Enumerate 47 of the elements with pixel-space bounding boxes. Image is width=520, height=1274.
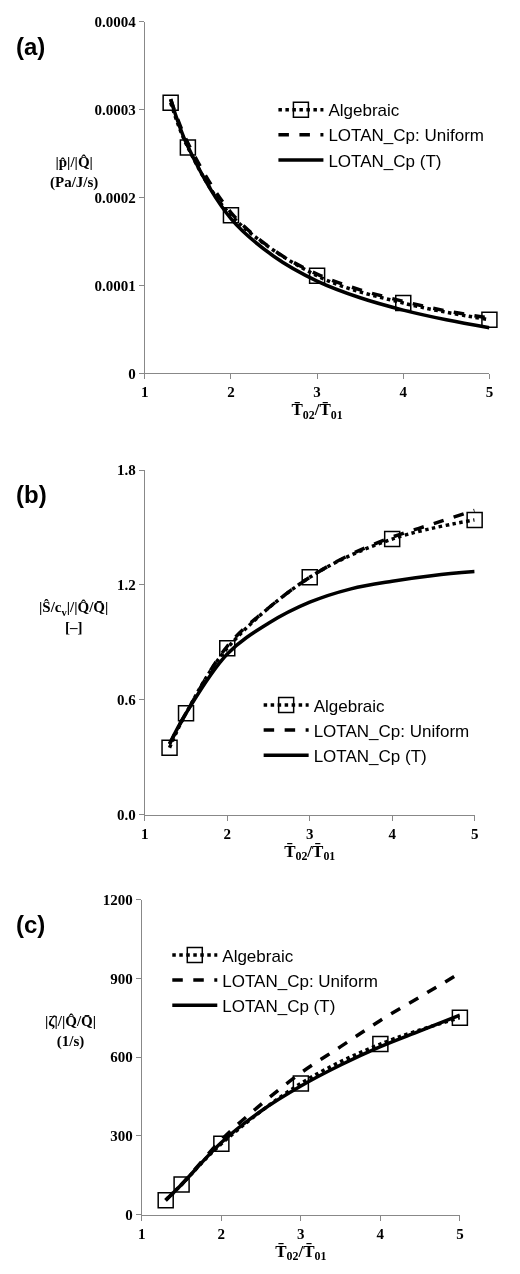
legend-label: Algebraic [313, 696, 386, 716]
text: (c) [16, 911, 46, 938]
x-tick-label: 5 [456, 1225, 464, 1242]
x-axis-title: T̄$_{02}$/T̄$_{01}$ [284, 841, 336, 864]
y-tick-label: 0.6 [117, 692, 137, 709]
y-tick-label: 0.0001 [94, 277, 136, 294]
x-axis-title: T̄$_{02}$/T̄$_{01}$ [291, 400, 343, 422]
y-tick-label: 0.0002 [94, 189, 136, 206]
x-tick-label: 2 [227, 384, 235, 401]
x-axis-title: T̄$_{02}$/T̄$_{01}$ [275, 1241, 327, 1264]
x-tick-label: 5 [485, 384, 494, 401]
x-tick-label: 4 [388, 825, 397, 842]
y-tick-label: 0 [125, 1206, 133, 1223]
x-tick-label: 3 [297, 1225, 305, 1242]
y-axis-title: |Ŝ/c$_{v}$|/|Q̂/Q̄| [–] [39, 599, 109, 635]
x-tick-label: 5 [470, 825, 479, 842]
legend-label: LOTAN_Cp: Uniform [328, 126, 484, 146]
y-tick-label: 0.0 [117, 806, 136, 823]
y-tick-label: 1200 [102, 891, 133, 908]
y-tick-label: 0.0003 [94, 101, 136, 118]
y-tick-label: 600 [110, 1049, 133, 1066]
legend-label: LOTAN_Cp (T) [313, 746, 427, 766]
legend-label: Algebraic [222, 946, 294, 966]
text: (b) [16, 481, 47, 508]
y-tick-label: 0.0004 [94, 14, 137, 31]
y-tick-label: 300 [110, 1128, 133, 1145]
x-tick-label: 4 [399, 384, 408, 401]
x-tick-label: 2 [217, 1225, 226, 1242]
x-tick-label: 1 [138, 1225, 146, 1242]
y-tick-label: 1.8 [117, 462, 136, 479]
x-tick-label: 1 [141, 825, 149, 842]
x-tick-label: 3 [313, 384, 321, 401]
legend-label: LOTAN_Cp (T) [328, 151, 442, 171]
x-tick-label: 1 [141, 384, 149, 401]
text: (a) [16, 33, 46, 60]
x-tick-label: 3 [305, 825, 314, 842]
legend-label: LOTAN_Cp (T) [222, 996, 336, 1016]
legend-label: LOTAN_Cp: Uniform [222, 971, 378, 991]
legend-label: Algebraic [328, 101, 400, 121]
y-tick-label: 900 [110, 970, 133, 987]
y-tick-label: 0 [128, 365, 136, 382]
y-axis-title: |ζ̂|/|Q̂/Q̄| (1/s) [45, 1013, 97, 1050]
x-tick-label: 2 [223, 825, 232, 842]
y-axis-title: |p̂|/|Q̂| (Pa/J/s) [50, 154, 99, 191]
legend-label: LOTAN_Cp: Uniform [313, 721, 470, 741]
x-tick-label: 4 [376, 1225, 385, 1242]
y-tick-label: 1.2 [117, 577, 136, 594]
